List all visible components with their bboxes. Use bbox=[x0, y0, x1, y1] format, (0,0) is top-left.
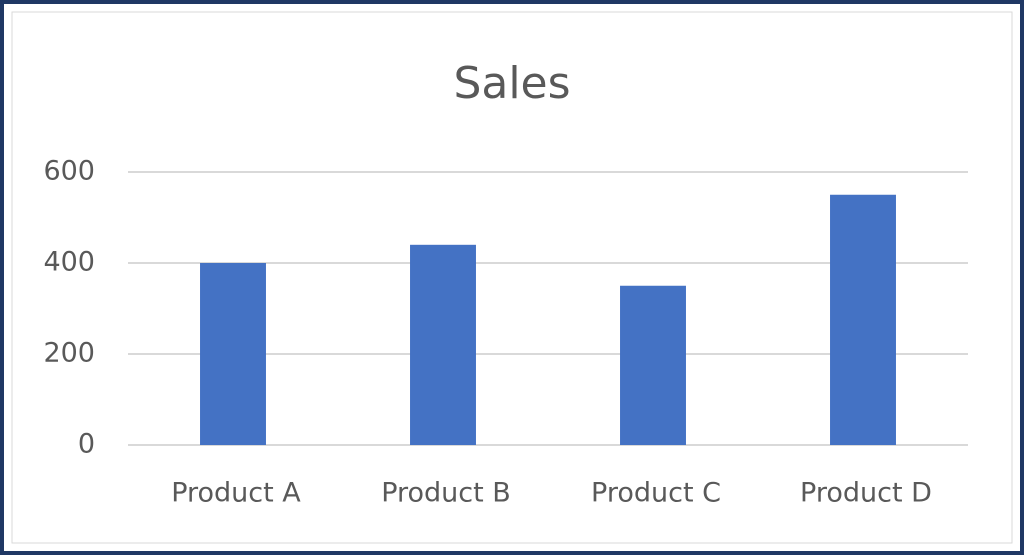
bar bbox=[410, 244, 476, 445]
y-tick-label: 400 bbox=[43, 247, 95, 278]
x-tick-label: Product A bbox=[171, 478, 301, 509]
x-tick-label: Product C bbox=[591, 478, 721, 509]
y-tick-label: 200 bbox=[43, 338, 95, 369]
bar bbox=[620, 285, 686, 445]
bar bbox=[200, 263, 266, 445]
chart-title: Sales bbox=[453, 58, 570, 109]
y-tick-label: 0 bbox=[78, 429, 95, 460]
y-tick-label: 600 bbox=[43, 156, 95, 187]
x-tick-label: Product B bbox=[381, 478, 511, 509]
bar bbox=[830, 194, 896, 445]
x-tick-label: Product D bbox=[800, 478, 932, 509]
